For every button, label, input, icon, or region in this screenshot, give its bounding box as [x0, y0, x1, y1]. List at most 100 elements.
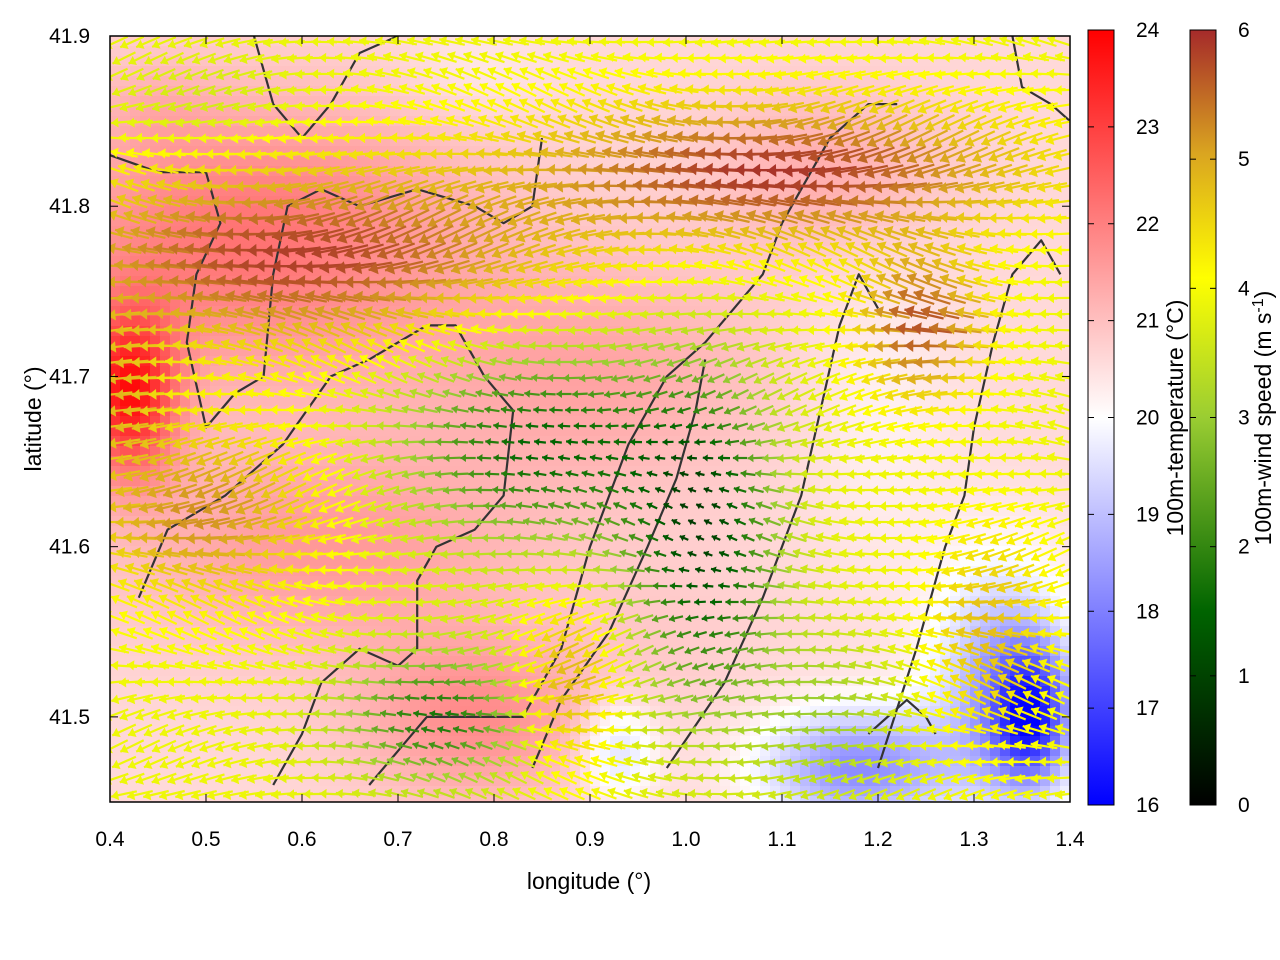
- temperature-cell: [570, 206, 581, 217]
- temperature-cell: [260, 66, 271, 77]
- temperature-cell: [210, 746, 221, 757]
- temperature-cell: [360, 266, 371, 277]
- temperature-cell: [340, 406, 351, 417]
- temperature-cell: [310, 796, 321, 802]
- temperature-cell: [220, 316, 231, 327]
- temperature-cell: [700, 76, 711, 87]
- temperature-cell: [510, 696, 521, 707]
- temperature-cell: [230, 226, 241, 237]
- temperature-cell: [320, 206, 331, 217]
- temperature-cell: [130, 266, 141, 277]
- temperature-cell: [570, 396, 581, 407]
- temperature-cell: [350, 746, 361, 757]
- temperature-cell: [220, 146, 231, 157]
- temperature-cell: [440, 176, 451, 187]
- temperature-cell: [480, 746, 491, 757]
- temperature-cell: [200, 226, 211, 237]
- temperature-cell: [590, 156, 601, 167]
- temperature-cell: [260, 536, 271, 547]
- temperature-cell: [260, 416, 271, 427]
- temperature-cell: [430, 316, 441, 327]
- temperature-cell: [420, 286, 431, 297]
- temperature-cell: [130, 746, 141, 757]
- temperature-cell: [320, 606, 331, 617]
- temperature-cell: [150, 526, 161, 537]
- temperature-cell: [330, 376, 341, 387]
- temperature-cell: [390, 266, 401, 277]
- temperature-cell: [340, 476, 351, 487]
- temperature-cell: [470, 526, 481, 537]
- temperature-cell: [360, 526, 371, 537]
- temperature-cell: [440, 296, 451, 307]
- temperature-cell: [510, 76, 521, 87]
- temperature-cell: [370, 96, 381, 107]
- temperature-cell: [310, 466, 321, 477]
- temperature-cell: [370, 136, 381, 147]
- temperature-cell: [280, 106, 291, 117]
- temperature-cell: [540, 76, 551, 87]
- temperature-cell: [140, 226, 151, 237]
- temperature-cell: [420, 386, 431, 397]
- temperature-cell: [500, 626, 511, 637]
- temperature-cell: [470, 576, 481, 587]
- temperature-cell: [180, 466, 191, 477]
- temperature-cell: [360, 136, 371, 147]
- temperature-cell: [450, 626, 461, 637]
- temperature-cell: [410, 736, 421, 747]
- temperature-cell: [130, 346, 141, 357]
- temperature-cell: [220, 596, 231, 607]
- temperature-cell: [410, 766, 421, 777]
- temperature-cell: [280, 356, 291, 367]
- temperature-cell: [480, 76, 491, 87]
- temperature-cell: [220, 686, 231, 697]
- temperature-cell: [710, 586, 721, 597]
- temperature-cell: [280, 406, 291, 417]
- temperature-cell: [220, 716, 231, 727]
- temperature-cell: [340, 716, 351, 727]
- temperature-cell: [240, 146, 251, 157]
- temperature-cell: [250, 56, 261, 67]
- temperature-cell: [350, 606, 361, 617]
- temperature-cell: [390, 376, 401, 387]
- temperature-cell: [450, 416, 461, 427]
- temperature-cell: [260, 736, 271, 747]
- temperature-cell: [290, 316, 301, 327]
- temperature-cell: [390, 76, 401, 87]
- temperature-cell: [620, 556, 631, 567]
- temperature-cell: [250, 616, 261, 627]
- temperature-cell: [130, 716, 141, 727]
- temperature-cell: [110, 186, 121, 197]
- temperature-cell: [190, 346, 201, 357]
- temperature-cell: [120, 536, 131, 547]
- temperature-cell: [270, 766, 281, 777]
- temperature-cell: [470, 476, 481, 487]
- temperature-cell: [530, 66, 541, 77]
- temperature-cell: [500, 556, 511, 567]
- temperature-cell: [170, 426, 181, 437]
- temperature-cell: [120, 456, 131, 467]
- temperature-cell: [330, 76, 341, 87]
- temperature-cell: [430, 486, 441, 497]
- temperature-cell: [650, 476, 661, 487]
- temperature-cell: [500, 136, 511, 147]
- temperature-cell: [370, 626, 381, 637]
- temperature-cell: [270, 796, 281, 802]
- temperature-cell: [540, 536, 551, 547]
- temperature-cell: [480, 576, 491, 587]
- temperature-cell: [330, 506, 341, 517]
- temperature-cell: [410, 226, 421, 237]
- temperature-cell: [430, 226, 441, 237]
- temperature-cell: [340, 426, 351, 437]
- temperature-cell: [480, 286, 491, 297]
- temperature-cell: [250, 526, 261, 537]
- temperature-cell: [320, 416, 331, 427]
- temperature-cell: [350, 696, 361, 707]
- temperature-cell: [240, 316, 251, 327]
- temperature-cell: [490, 96, 501, 107]
- temperature-cell: [500, 446, 511, 457]
- temperature-cell: [530, 136, 541, 147]
- temperature-cell: [330, 126, 341, 137]
- temperature-cell: [380, 296, 391, 307]
- temperature-cell: [280, 416, 291, 427]
- temperature-cell: [140, 496, 151, 507]
